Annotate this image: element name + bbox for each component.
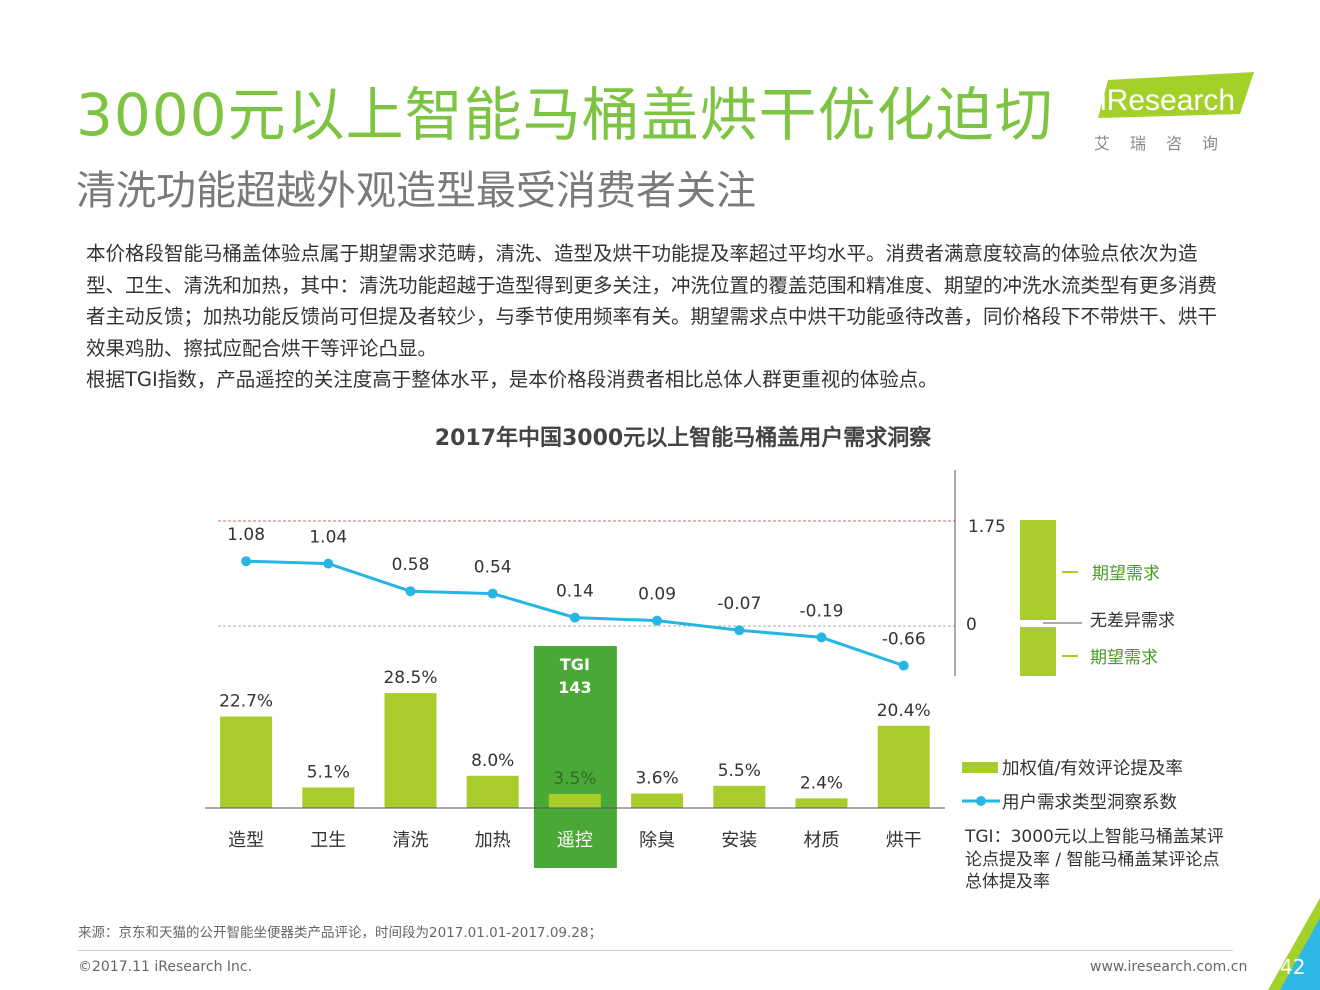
- tgi-note: TGI：3000元以上智能马桶盖某评论点提及率 / 智能马桶盖某评论点总体提及率: [965, 827, 1224, 892]
- insight-point-3: [405, 586, 416, 597]
- insight-point-4: [487, 588, 498, 599]
- bar-value-label-7: 5.5%: [718, 761, 761, 781]
- site-url: www.iresearch.com.cn: [1090, 959, 1248, 975]
- iresearch-logo: iResearch: [1098, 72, 1254, 118]
- category-label-1: 造型: [228, 830, 264, 851]
- category-label-9: 烘干: [886, 830, 922, 851]
- bar-value-label-8: 2.4%: [800, 773, 843, 793]
- bar-3: [384, 693, 437, 808]
- insight-value-label-3: 0.58: [392, 555, 430, 575]
- page-number: 42: [1280, 955, 1306, 979]
- category-label-2: 卫生: [310, 830, 346, 851]
- bar-value-label-1: 22.7%: [219, 692, 273, 712]
- bar-value-label-3: 28.5%: [383, 668, 437, 688]
- category-label-8: 材质: [804, 830, 840, 851]
- insight-value-label-6: 0.09: [638, 585, 676, 605]
- footer-divider: [78, 950, 1233, 951]
- scale-top-label: 1.75: [968, 517, 1006, 537]
- category-label-5: 遥控: [557, 830, 593, 851]
- bar-7: [713, 785, 766, 808]
- tgi-value: 143: [558, 678, 591, 697]
- logo-cn-text: 艾瑞咨询: [1094, 134, 1239, 153]
- description-para-2: 根据TGI指数，产品遥控的关注度高于整体水平，是本价格段消费者相比总体人群更重视…: [86, 368, 938, 391]
- insight-point-5: [569, 612, 580, 623]
- category-label-3: 清洗: [393, 830, 429, 851]
- insight-value-label-5: 0.14: [556, 582, 594, 602]
- chart-title: 2017年中国3000元以上智能马桶盖用户需求洞察: [434, 426, 932, 451]
- copyright: ©2017.11 iResearch Inc.: [78, 959, 253, 975]
- insight-point-6: [652, 615, 663, 626]
- insight-value-label-2: 1.04: [309, 528, 347, 548]
- bar-2: [302, 787, 355, 808]
- logo-text: iResearch: [1100, 84, 1235, 117]
- insight-point-7: [734, 625, 745, 636]
- insight-value-label-9: -0.66: [882, 630, 926, 650]
- category-label-4: 加热: [475, 830, 511, 851]
- category-label-7: 安装: [721, 830, 757, 851]
- legend-bar-swatch: [962, 761, 998, 773]
- legend-line-label: 用户需求类型洞察系数: [1002, 792, 1177, 813]
- category-label-6: 除臭: [639, 830, 675, 851]
- zone-lower-label: 期望需求: [1090, 648, 1158, 668]
- insight-point-9: [898, 660, 909, 671]
- legend-bar-label: 加权值/有效评论提及率: [1002, 758, 1183, 779]
- legend-line-item: 用户需求类型洞察系数: [962, 784, 1183, 818]
- bar-value-label-4: 8.0%: [471, 751, 514, 771]
- insight-point-2: [323, 558, 334, 569]
- scale-upper-block: [1020, 520, 1056, 620]
- scale-lower-block: [1020, 627, 1056, 676]
- insight-value-label-8: -0.19: [800, 601, 844, 621]
- insight-value-label-1: 1.08: [227, 525, 265, 545]
- tgi-highlight-box: [533, 646, 617, 868]
- insight-point-8: [816, 632, 827, 643]
- legend-line-swatch: [962, 796, 1000, 806]
- description-para-1: 本价格段智能马桶盖体验点属于期望需求范畴，清洗、造型及烘干功能提及率超过平均水平…: [86, 242, 1218, 360]
- zone-upper-label: 期望需求: [1092, 564, 1160, 584]
- bar-5: [548, 793, 601, 808]
- page-subtitle: 清洗功能超越外观造型最受消费者关注: [76, 168, 756, 214]
- scale-zero-label: 0: [966, 615, 977, 635]
- description: 本价格段智能马桶盖体验点属于期望需求范畴，清洗、造型及烘干功能提及率超过平均水平…: [86, 238, 1236, 396]
- bar-9: [877, 725, 930, 808]
- bar-6: [631, 793, 684, 808]
- zone-middle-label: 无差异需求: [1090, 611, 1175, 631]
- bar-4: [466, 775, 519, 808]
- insight-point-1: [241, 556, 252, 567]
- bar-value-label-2: 5.1%: [307, 762, 350, 782]
- chart-legend: 加权值/有效评论提及率 用户需求类型洞察系数: [962, 750, 1183, 818]
- bar-value-label-9: 20.4%: [877, 701, 931, 721]
- page-corner-decoration: [1268, 898, 1320, 990]
- bar-value-label-5: 3.5%: [553, 769, 596, 789]
- bar-1: [220, 716, 273, 808]
- source-note: 来源：京东和天猫的公开智能坐便器类产品评论，时间段为2017.01.01-201…: [78, 925, 602, 941]
- bar-value-label-6: 3.6%: [635, 768, 678, 788]
- tgi-label: TGI: [560, 655, 590, 674]
- bar-8: [795, 798, 848, 808]
- insight-value-label-7: -0.07: [717, 594, 761, 614]
- page-title: 3000元以上智能马桶盖烘干优化迫切: [76, 81, 1054, 149]
- legend-bar-item: 加权值/有效评论提及率: [962, 750, 1183, 784]
- insight-value-label-4: 0.54: [474, 558, 512, 578]
